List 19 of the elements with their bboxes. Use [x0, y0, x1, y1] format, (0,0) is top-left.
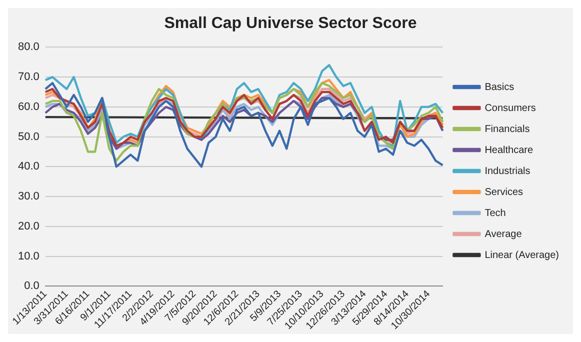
legend-label: Consumers	[484, 102, 536, 114]
y-tick-label: 60.0	[18, 100, 40, 113]
y-tick-label: 10.0	[18, 250, 40, 262]
legend-label: Linear (Average)	[484, 250, 560, 261]
legend-label: Services	[484, 186, 524, 198]
legend-label: Basics	[484, 82, 514, 93]
legend-label: Average	[484, 228, 522, 240]
legend-label: Financials	[484, 124, 530, 135]
y-tick-label: 20.0	[18, 220, 40, 232]
legend-label: Tech	[484, 208, 506, 219]
legend-label: Healthcare	[484, 144, 534, 156]
y-tick-label: 30.0	[18, 190, 40, 203]
y-tick-label: 0.0	[24, 280, 40, 292]
y-tick-label: 70.0	[18, 71, 40, 84]
legend-label: Industrials	[484, 166, 530, 177]
y-tick-label: 40.0	[18, 160, 40, 173]
chart-title: Small Cap Universe Sector Score	[164, 15, 417, 32]
y-tick-label: 80.0	[18, 41, 40, 54]
y-tick-label: 50.0	[18, 130, 40, 143]
